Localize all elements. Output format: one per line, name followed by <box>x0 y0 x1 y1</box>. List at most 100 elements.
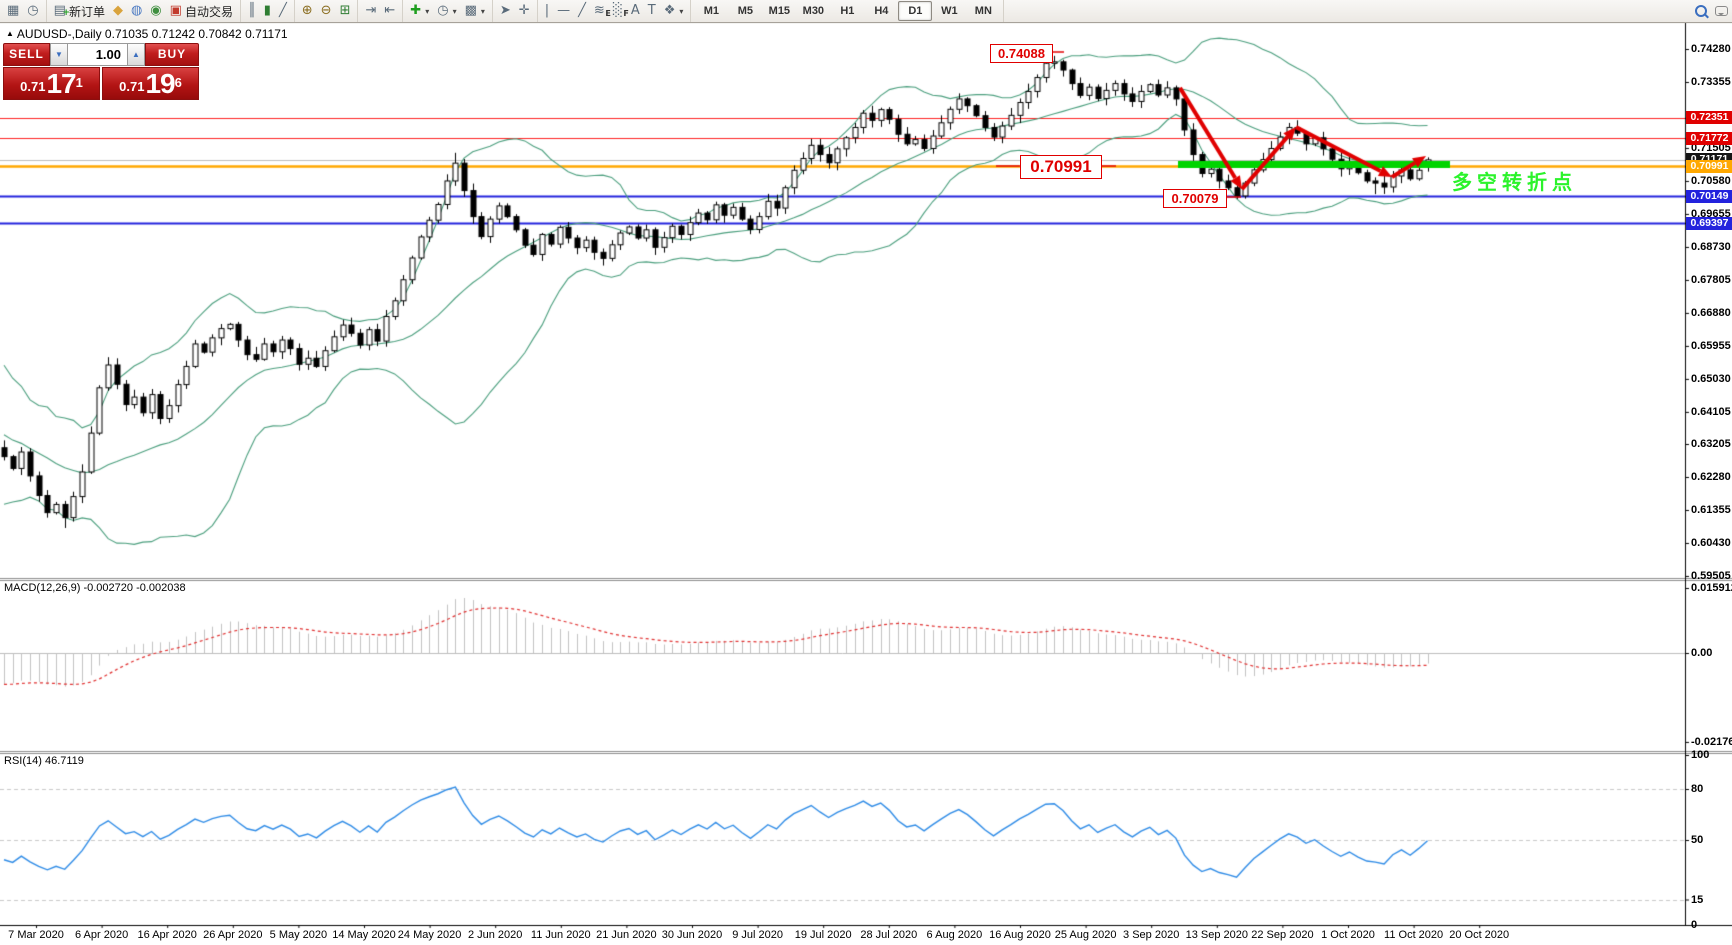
sell-price-button[interactable]: 0.71 17 1 <box>3 67 100 100</box>
date-label: 6 Apr 2020 <box>74 929 129 941</box>
timeframe-m5-button[interactable]: M5 <box>737 5 753 17</box>
toolbar-group: ▤ + 新订单 ◆ ◍ ◉ ▣ 自动交易 <box>47 0 241 22</box>
price-axis-label: 0.62280 <box>1691 470 1731 483</box>
periods-button[interactable]: ◷ ▾ <box>433 2 460 20</box>
timeframe-m1-button[interactable]: M1 <box>703 5 719 17</box>
market-watch-button[interactable]: ◍ <box>127 2 146 20</box>
price-note-070079[interactable]: 0.70079 <box>1163 189 1227 208</box>
tick-chart-icon: ◷ <box>27 3 39 18</box>
cursor-icon: ➤ <box>499 3 511 18</box>
date-label: 16 Aug 2020 <box>989 929 1051 941</box>
price-note-070991[interactable]: 0.70991 <box>1020 155 1102 179</box>
gold-symbols-button[interactable]: ◆ <box>109 2 127 20</box>
indicators-button[interactable]: ✚ ▾ <box>406 2 433 20</box>
zoom-in-button[interactable]: ⊕ <box>298 2 317 20</box>
crosshair-icon: ✛ <box>518 3 530 18</box>
macd-axis-label: 0.00 <box>1691 647 1713 659</box>
fibo-retracement-button[interactable]: ≋ E <box>590 2 611 20</box>
timeframe-m30-button[interactable]: M30 <box>802 5 825 17</box>
candle-chart-type-button[interactable]: ▮ <box>260 2 275 20</box>
timeframe-h4-button[interactable]: H4 <box>874 5 889 17</box>
toolbar-group: ⇥ ⇤ <box>358 0 404 22</box>
timeframe-w1-button[interactable]: W1 <box>941 5 958 17</box>
sell-button[interactable]: SELL <box>3 43 50 66</box>
horizontal-line-button[interactable]: — <box>553 2 574 20</box>
date-label: 30 Jun 2020 <box>661 929 723 941</box>
timeframe-h1-button[interactable]: H1 <box>840 5 855 17</box>
chevron-down-icon: ▾ <box>452 6 457 16</box>
text-label-button[interactable]: T <box>644 2 660 20</box>
macd-label: MACD(12,26,9) -0.002720 -0.002038 <box>4 582 186 594</box>
buy-price-sup: 6 <box>174 75 182 90</box>
buy-price-big: 19 <box>145 68 175 99</box>
trade-price-row: 0.71 17 1 0.71 19 6 <box>3 67 199 100</box>
candle-chart-type-icon: ▮ <box>263 3 271 18</box>
price-axis-label: 0.68730 <box>1691 240 1731 253</box>
timeframe-m15-button[interactable]: M15 <box>768 5 791 17</box>
date-label: 14 May 2020 <box>332 929 396 941</box>
chart-shift-button[interactable]: ⇤ <box>380 2 399 20</box>
price-axis-label: 0.74280 <box>1691 43 1731 55</box>
rsi-axis-label: 50 <box>1691 834 1704 846</box>
volume-decrease-button[interactable]: ▼ <box>50 43 68 66</box>
search-icon[interactable] <box>1695 5 1707 17</box>
date-label: 13 Sep 2020 <box>1185 929 1248 941</box>
zoom-in-icon: ⊕ <box>301 3 313 18</box>
new-order-label: 新订单 <box>68 4 105 19</box>
price-note-074088[interactable]: 0.74088 <box>990 44 1053 63</box>
templates-button[interactable]: ▩ ▾ <box>461 2 489 20</box>
macd-axis-label: -0.021768 <box>1691 735 1732 748</box>
signals-button[interactable]: ◉ <box>146 2 165 20</box>
chevron-down-icon: ▾ <box>679 6 684 16</box>
collapse-triangle-icon[interactable]: ▲ <box>6 29 14 38</box>
trade-top-row: SELL ▼ 1.00 ▲ BUY <box>3 43 199 66</box>
text-button[interactable]: A <box>627 2 644 20</box>
bar-chart-type-button[interactable]: ║ <box>244 2 260 20</box>
price-badge: 0.71772 <box>1686 131 1732 145</box>
new-order-button[interactable]: ▤ + 新订单 <box>50 2 109 20</box>
fibo-retracement-icon: ≋ E <box>593 3 611 18</box>
toolbar-right <box>1695 0 1728 22</box>
timeframe-d1-button[interactable]: D1 <box>898 1 933 21</box>
chat-icon[interactable] <box>1715 6 1728 16</box>
tile-windows-button[interactable]: ⊞ <box>336 2 355 20</box>
vertical-line-button[interactable]: | <box>541 2 553 20</box>
timeframe-mn-button[interactable]: MN <box>974 5 992 17</box>
line-chart-type-button[interactable]: ╱ <box>275 2 291 20</box>
cursor-button[interactable]: ➤ <box>496 2 515 20</box>
crosshair-button[interactable]: ✛ <box>515 2 534 20</box>
text-icon: A <box>630 3 640 18</box>
toolbar-group: ▦ ◷ <box>0 0 47 22</box>
rsi-axis-label: 80 <box>1691 783 1704 795</box>
fibo-fan-button[interactable]: ░ F <box>609 2 629 20</box>
tick-chart-button[interactable]: ◷ <box>23 2 42 20</box>
trendline-button[interactable]: ╱ <box>574 2 590 20</box>
volume-increase-button[interactable]: ▲ <box>127 43 145 66</box>
price-axis-label: 0.59505 <box>1691 569 1731 582</box>
autotrading-button[interactable]: ▣ 自动交易 <box>166 2 237 20</box>
price-axis-label: 0.64105 <box>1691 405 1731 418</box>
date-label: 22 Sep 2020 <box>1251 929 1314 941</box>
signals-icon: ◉ <box>150 3 162 18</box>
zoom-out-button[interactable]: ⊖ <box>317 2 336 20</box>
shapes-button[interactable]: ❖ ▾ <box>660 2 688 20</box>
new-chart-icon: ▦ <box>7 3 20 18</box>
indicators-icon: ✚ <box>410 3 422 18</box>
trendline-icon: ╱ <box>578 3 586 18</box>
volume-input[interactable]: 1.00 <box>68 43 127 66</box>
price-axis-label: 0.61355 <box>1691 503 1731 516</box>
chart-shift-icon: ⇤ <box>384 3 396 18</box>
toolbar-group: ✚ ▾ ◷ ▾ ▩ ▾ <box>403 0 493 22</box>
buy-button[interactable]: BUY <box>145 43 199 66</box>
date-label: 24 May 2020 <box>397 929 462 941</box>
new-chart-button[interactable]: ▦ <box>3 2 23 20</box>
date-label: 9 Jul 2020 <box>732 929 783 941</box>
new-order-icon: ▤ + <box>53 3 70 18</box>
rsi-label: RSI(14) 46.7119 <box>4 755 84 767</box>
date-label: 21 Jun 2020 <box>596 929 657 941</box>
auto-scroll-button[interactable]: ⇥ <box>361 2 380 20</box>
buy-price-button[interactable]: 0.71 19 6 <box>102 67 199 100</box>
rsi-axis-label: 100 <box>1691 749 1710 761</box>
